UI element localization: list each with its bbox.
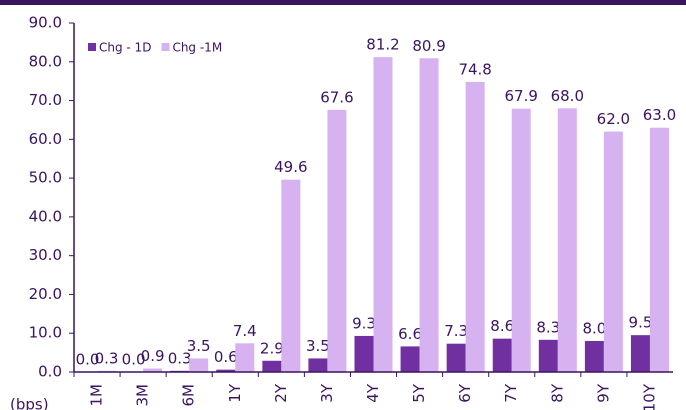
bar — [557, 108, 577, 373]
data-label: 0.6 — [214, 348, 238, 366]
bar — [511, 108, 531, 373]
x-tick-label: 1Y — [226, 383, 244, 403]
data-label: 81.2 — [366, 36, 399, 54]
legend-swatch — [161, 43, 170, 51]
x-tick-label: 6Y — [456, 383, 474, 403]
y-unit-label: (bps) — [10, 396, 49, 410]
y-tick-label: 60.0 — [29, 130, 62, 148]
x-tick-label: 5Y — [410, 383, 428, 403]
bar — [262, 360, 282, 372]
bar — [308, 358, 328, 372]
bar — [373, 57, 393, 372]
data-label: 9.5 — [629, 314, 653, 332]
bar — [649, 127, 669, 372]
data-label: 67.6 — [320, 88, 353, 106]
data-label: 67.9 — [505, 87, 538, 105]
legend-label: Chg - 1D — [99, 41, 151, 55]
x-tick-label: 6M — [180, 384, 198, 407]
top-bar — [0, 0, 686, 5]
data-label: 3.5 — [306, 337, 330, 355]
data-label: 0.0 — [76, 351, 100, 369]
data-label: 68.0 — [551, 87, 584, 105]
data-label: 8.0 — [582, 319, 606, 337]
bar — [327, 109, 347, 373]
data-label: 0.9 — [141, 347, 165, 365]
bar — [216, 369, 236, 372]
y-tick-label: 80.0 — [29, 52, 62, 70]
y-tick-label: 30.0 — [29, 246, 62, 264]
x-tick-label: 4Y — [364, 383, 382, 403]
x-tick-label: 3Y — [318, 383, 336, 403]
bar — [400, 346, 420, 372]
y-tick-label: 20.0 — [29, 285, 62, 303]
data-label: 80.9 — [412, 37, 445, 55]
y-tick-label: 10.0 — [29, 324, 62, 342]
x-tick-label: 8Y — [548, 383, 566, 403]
legend-label: Chg -1M — [172, 41, 222, 55]
bar — [584, 340, 604, 372]
data-label: 0.0 — [122, 351, 146, 369]
y-tick-label: 0.0 — [38, 363, 62, 381]
data-label: 62.0 — [597, 110, 630, 128]
x-tick-label: 3M — [134, 384, 152, 407]
y-tick-label: 70.0 — [29, 91, 62, 109]
bar — [446, 343, 466, 372]
bar — [281, 179, 301, 372]
data-label: 7.3 — [444, 322, 468, 340]
data-label: 74.8 — [458, 60, 491, 78]
x-tick-label: 7Y — [502, 383, 520, 403]
x-tick-label: 10Y — [640, 383, 658, 410]
bar — [603, 131, 623, 372]
bar — [538, 339, 558, 372]
bar — [465, 81, 485, 372]
data-label: 0.3 — [95, 349, 119, 367]
bar — [492, 338, 512, 372]
x-tick-label: 9Y — [594, 383, 612, 403]
bar — [630, 335, 650, 372]
data-label: 6.6 — [398, 325, 422, 343]
data-label: 63.0 — [643, 106, 676, 124]
bar — [143, 368, 163, 372]
y-tick-label: 50.0 — [29, 169, 62, 187]
bar — [235, 343, 255, 372]
y-tick-label: 40.0 — [29, 207, 62, 225]
data-label: 2.9 — [260, 339, 284, 357]
bar — [189, 358, 209, 372]
data-label: 7.4 — [233, 322, 257, 340]
bar — [419, 58, 439, 372]
data-label: 3.5 — [187, 337, 211, 355]
data-label: 49.6 — [274, 158, 307, 176]
bar — [354, 335, 374, 372]
legend-swatch — [88, 43, 96, 51]
data-label: 0.3 — [168, 349, 192, 367]
x-tick-label: 1M — [88, 384, 106, 407]
data-label: 9.3 — [352, 314, 376, 332]
data-label: 8.3 — [536, 318, 560, 336]
data-label: 8.6 — [490, 317, 514, 335]
x-tick-label: 2Y — [272, 383, 290, 403]
y-tick-label: 90.0 — [29, 14, 62, 32]
